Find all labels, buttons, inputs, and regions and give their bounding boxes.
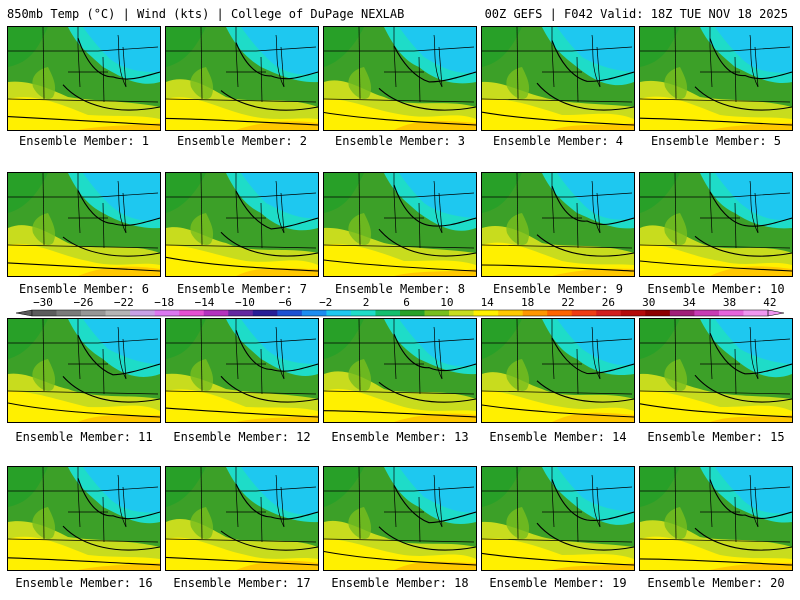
ensemble-member-label: Ensemble Member: 10 [647,282,785,296]
product-title: 850mb Temp (°C) | Wind (kts) | College o… [7,7,405,21]
colorbar-segment [645,310,671,316]
ensemble-member-label: Ensemble Member: 19 [489,576,627,590]
colorbar-segment [130,310,155,316]
colorbar-segment [277,310,303,316]
colorbar-segment [669,310,695,316]
colorbar-tick-label: 2 [363,296,370,309]
colorbar-tick-label: −10 [235,296,255,309]
colorbar-tick-label: 18 [521,296,534,309]
ensemble-member-map [481,26,635,131]
ensemble-member-label: Ensemble Member: 12 [173,430,311,444]
colorbar-segment [301,310,327,316]
colorbar: −30 −26 −22 −18 −14 −10 −6 −2 2 6 10 14 18 22 26 30 34 38… [10,296,790,322]
colorbar-tick-label: −18 [154,296,174,309]
ensemble-member-label: Ensemble Member: 7 [176,282,308,296]
colorbar-segment [547,310,573,316]
colorbar-segment [449,310,474,316]
colorbar-segment [743,310,769,316]
ensemble-member-map [7,172,161,277]
colorbar-tick-label: −2 [319,296,332,309]
ensemble-member-map [639,26,793,131]
colorbar-segment [375,310,401,316]
colorbar-outline [31,309,769,317]
ensemble-member-map [481,466,635,571]
ensemble-member-label: Ensemble Member: 8 [334,282,466,296]
colorbar-segment [56,310,82,316]
ensemble-member-map [481,172,635,277]
colorbar-segment [105,310,131,316]
ensemble-member-label: Ensemble Member: 5 [650,134,782,148]
ensemble-member-label: Ensemble Member: 18 [331,576,469,590]
colorbar-segment [228,310,254,316]
colorbar-segment [179,310,205,316]
ensemble-member-label: Ensemble Member: 6 [18,282,150,296]
colorbar-segment [522,310,548,316]
ensemble-member-map [323,172,477,277]
colorbar-segment [203,310,229,316]
ensemble-member-map [481,318,635,423]
colorbar-svg: −30 −26 −22 −18 −14 −10 −6 −2 2 6 10 14 18 22 26 30 34 38… [15,296,785,317]
colorbar-segment [473,310,499,316]
ensemble-member-label: Ensemble Member: 11 [15,430,153,444]
ensemble-member-map [323,466,477,571]
colorbar-tick-label: 38 [723,296,736,309]
ensemble-member-label: Ensemble Member: 2 [176,134,308,148]
ensemble-member-map [7,466,161,571]
colorbar-tick-label: −22 [114,296,134,309]
ensemble-member-label: Ensemble Member: 4 [492,134,624,148]
colorbar-segment [81,310,106,316]
colorbar-tick-label: 6 [403,296,410,309]
colorbar-right-arrow [767,309,785,317]
colorbar-tick-label: −14 [195,296,215,309]
colorbar-tick-label: 30 [642,296,655,309]
colorbar-tick-label: −30 [33,296,53,309]
colorbar-segment [718,310,744,316]
ensemble-member-map [639,466,793,571]
ensemble-member-map [165,26,319,131]
ensemble-member-map [323,26,477,131]
colorbar-segment [620,310,646,316]
ensemble-member-map [639,318,793,423]
colorbar-segment [326,310,352,316]
ensemble-member-label: Ensemble Member: 14 [489,430,627,444]
colorbar-segment [596,310,622,316]
colorbar-tick-label: 34 [683,296,697,309]
colorbar-segment [32,310,57,316]
colorbar-tick-label: 26 [602,296,615,309]
colorbar-tick-label: −26 [73,296,93,309]
colorbar-tick-label: 14 [481,296,495,309]
colorbar-segment [694,310,720,316]
colorbar-segment [154,310,180,316]
ensemble-member-map [323,318,477,423]
ensemble-member-label: Ensemble Member: 15 [647,430,785,444]
ensemble-member-label: Ensemble Member: 3 [334,134,466,148]
ensemble-member-map [165,318,319,423]
colorbar-tick-label: 42 [763,296,776,309]
ensemble-member-map [165,466,319,571]
ensemble-member-map [639,172,793,277]
colorbar-tick-label: 10 [440,296,453,309]
ensemble-member-label: Ensemble Member: 9 [492,282,624,296]
colorbar-segment [252,310,278,316]
colorbar-segment [400,310,425,316]
ensemble-member-label: Ensemble Member: 20 [647,576,785,590]
colorbar-tick-label: 22 [561,296,574,309]
ensemble-member-label: Ensemble Member: 13 [331,430,469,444]
ensemble-member-label: Ensemble Member: 17 [173,576,311,590]
colorbar-left-arrow [15,309,33,317]
ensemble-member-map [7,318,161,423]
colorbar-segment [498,310,523,316]
ensemble-member-label: Ensemble Member: 1 [18,134,150,148]
header: 850mb Temp (°C) | Wind (kts) | College o… [0,0,800,26]
colorbar-segment [350,310,376,316]
run-info: 00Z GEFS | F042 Valid: 18Z TUE NOV 18 20… [484,7,788,21]
colorbar-tick-label: −6 [279,296,292,309]
colorbar-segment [571,310,597,316]
ensemble-member-map [165,172,319,277]
colorbar-segment [424,310,450,316]
ensemble-member-label: Ensemble Member: 16 [15,576,153,590]
ensemble-member-map [7,26,161,131]
